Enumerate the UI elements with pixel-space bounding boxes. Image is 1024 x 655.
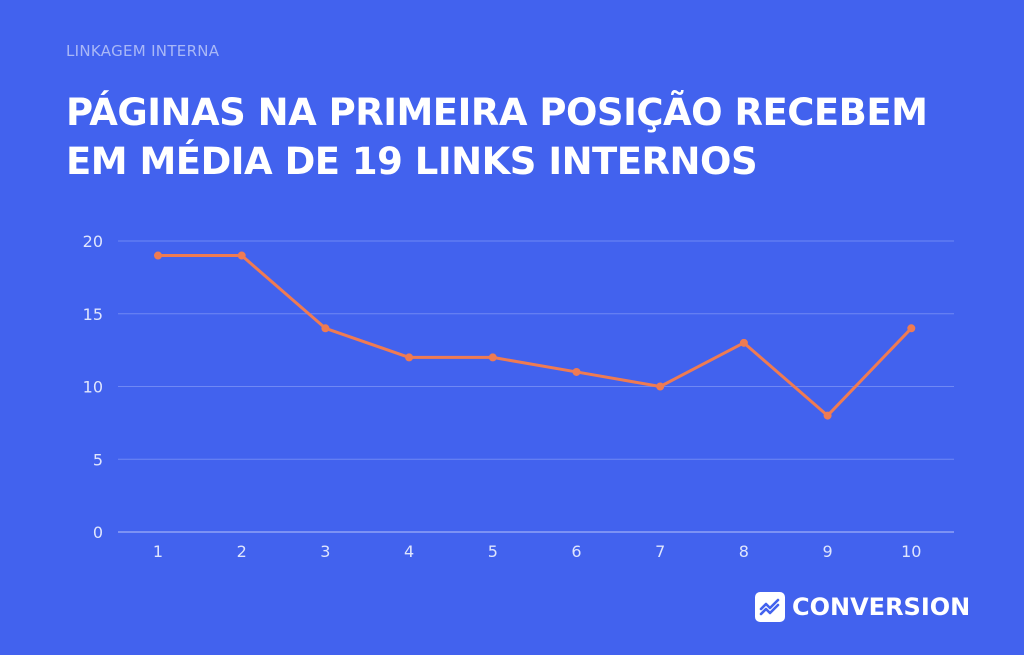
data-point bbox=[237, 251, 246, 260]
x-tick-label: 5 bbox=[488, 542, 498, 561]
data-point bbox=[739, 338, 748, 347]
axis-labels: 0 5 10 15 20 1 2 3 4 5 6 7 8 9 10 bbox=[83, 232, 922, 561]
data-point bbox=[907, 324, 916, 333]
title-line-2: EM MÉDIA DE 19 LINKS INTERNOS bbox=[66, 140, 758, 183]
y-tick-label: 10 bbox=[83, 378, 103, 397]
y-tick-label: 15 bbox=[83, 305, 103, 324]
data-point bbox=[572, 367, 581, 376]
x-tick-label: 7 bbox=[655, 542, 665, 561]
series-line bbox=[156, 254, 913, 418]
data-point bbox=[405, 353, 414, 362]
data-point bbox=[154, 251, 162, 260]
chart-trend-icon bbox=[755, 592, 785, 622]
x-tick-label: 6 bbox=[571, 542, 581, 561]
x-tick-label: 10 bbox=[901, 542, 921, 561]
grid-lines bbox=[118, 240, 954, 533]
eyebrow-label: LINKAGEM INTERNA bbox=[66, 42, 220, 60]
x-tick-label: 1 bbox=[153, 542, 163, 561]
y-tick-label: 20 bbox=[83, 232, 103, 251]
x-tick-label: 2 bbox=[237, 542, 247, 561]
page-title: PÁGINAS NA PRIMEIRA POSIÇÃO RECEBEM EM M… bbox=[66, 88, 966, 186]
series-layer bbox=[154, 251, 916, 420]
brand-name: CONVERSION bbox=[792, 593, 971, 621]
data-point bbox=[823, 411, 832, 420]
data-point bbox=[321, 324, 330, 333]
y-tick-label: 5 bbox=[93, 450, 103, 469]
data-point bbox=[488, 353, 497, 362]
x-tick-label: 3 bbox=[320, 542, 330, 561]
brand-logo: CONVERSION bbox=[755, 590, 970, 624]
x-tick-label: 4 bbox=[404, 542, 414, 561]
x-tick-label: 9 bbox=[823, 542, 833, 561]
x-tick-label: 8 bbox=[739, 542, 749, 561]
data-point bbox=[656, 382, 665, 391]
title-line-1: PÁGINAS NA PRIMEIRA POSIÇÃO RECEBEM bbox=[66, 91, 928, 134]
y-tick-label: 0 bbox=[93, 523, 103, 542]
